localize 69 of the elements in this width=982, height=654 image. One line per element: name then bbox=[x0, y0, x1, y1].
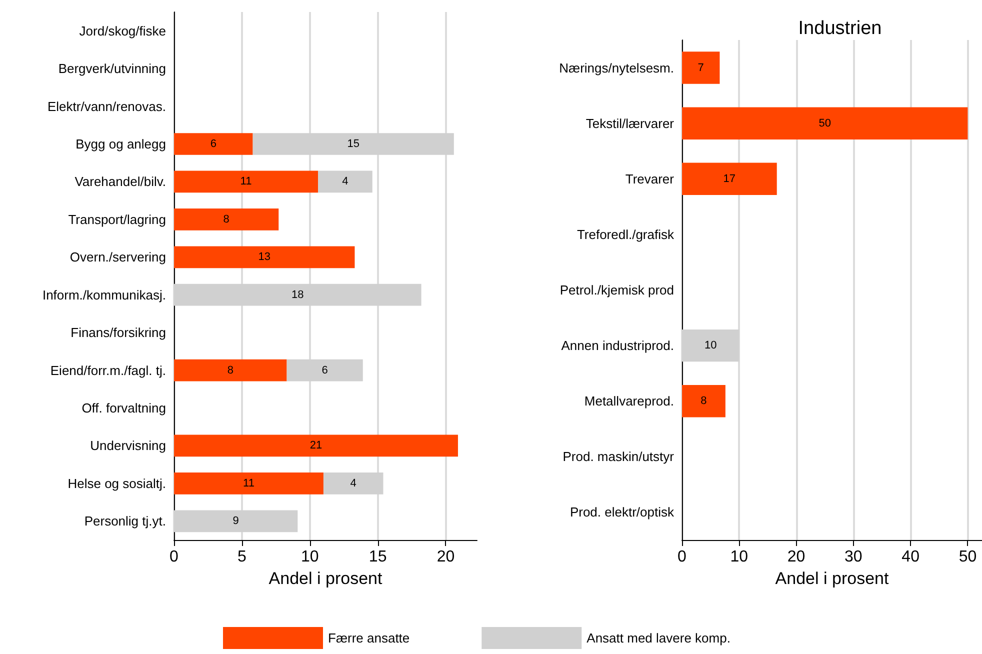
bar bbox=[682, 385, 726, 418]
y-tick-label: Trevarer bbox=[625, 171, 675, 186]
text: Færre ansatte bbox=[328, 630, 410, 646]
data-label: 17 bbox=[723, 172, 736, 185]
y-tick-label: Annen industriprod. bbox=[561, 338, 674, 354]
x-tick-label: 15 bbox=[368, 548, 387, 566]
data-label: 8 bbox=[227, 364, 234, 376]
bar bbox=[174, 133, 253, 155]
y-tick-label: Inform./kommunikasj. bbox=[42, 287, 166, 302]
chart-title: Industrien bbox=[798, 18, 882, 39]
data-label: 50 bbox=[818, 117, 831, 130]
bar bbox=[174, 246, 355, 268]
y-tick-label: Prod. maskin/utstyr bbox=[562, 449, 675, 464]
y-tick-label: Tekstil/lærvarer bbox=[586, 116, 675, 131]
data-label: 4 bbox=[342, 176, 348, 188]
y-tick-label: Finans/forsikring bbox=[70, 325, 166, 340]
data-label: 6 bbox=[210, 138, 216, 150]
x-tick-label: 30 bbox=[844, 548, 862, 566]
bar bbox=[682, 52, 720, 84]
y-tick-label: Personlig tj.yt. bbox=[84, 514, 166, 529]
y-tick-label: Varehandel/bilv. bbox=[74, 174, 166, 190]
x-tick-label: 10 bbox=[300, 548, 319, 566]
data-label: 8 bbox=[223, 213, 230, 226]
bar bbox=[318, 170, 372, 193]
data-label: 4 bbox=[350, 477, 356, 490]
bar bbox=[174, 434, 458, 457]
bar bbox=[682, 107, 968, 140]
data-label: 7 bbox=[698, 62, 704, 74]
data-label: 10 bbox=[704, 340, 717, 352]
y-tick-label: Helse og sosialtj. bbox=[68, 476, 166, 491]
y-tick-label: Nærings/nytelsesm. bbox=[559, 60, 674, 76]
y-tick-label: Bygg og anlegg bbox=[76, 136, 166, 152]
data-label: 11 bbox=[240, 176, 252, 188]
data-label: 21 bbox=[310, 440, 322, 452]
y-tick-label: Eiend/forr.m./fagl. tj. bbox=[50, 362, 166, 378]
bar bbox=[174, 208, 279, 230]
x-axis-title: Andel i prosent bbox=[268, 568, 382, 588]
text: Ansatt med lavere komp. bbox=[586, 630, 730, 646]
y-tick-label: Elektr/vann/renovas. bbox=[47, 98, 166, 114]
x-tick-label: 20 bbox=[436, 548, 455, 566]
data-label: 6 bbox=[322, 364, 328, 376]
y-tick-label: Treforedl./grafisk bbox=[576, 226, 674, 242]
data-label: 18 bbox=[292, 288, 304, 301]
y-tick-label: Metallvareprod. bbox=[584, 394, 674, 409]
x-tick-label: 5 bbox=[237, 548, 246, 566]
x-tick-label: 10 bbox=[730, 548, 748, 566]
data-label: 13 bbox=[258, 251, 270, 264]
x-tick-label: 40 bbox=[902, 548, 920, 566]
y-tick-label: Petrol./kjemisk prod bbox=[560, 282, 674, 298]
y-tick-label: Bergverk/utvinning bbox=[58, 61, 166, 76]
x-tick-label: 0 bbox=[678, 548, 687, 566]
bar bbox=[682, 162, 777, 195]
x-axis-title: Andel i prosent bbox=[775, 568, 889, 588]
bar bbox=[174, 170, 318, 193]
bar bbox=[174, 359, 287, 382]
bar bbox=[174, 472, 324, 494]
data-label: 9 bbox=[232, 515, 239, 528]
y-tick-label: Prod. elektr/optisk bbox=[570, 504, 674, 520]
x-tick-label: 0 bbox=[170, 548, 179, 566]
data-label: 11 bbox=[243, 477, 254, 490]
y-tick-label: Undervisning bbox=[90, 438, 166, 454]
y-tick-label: Jord/skog/fiske bbox=[79, 23, 166, 38]
x-tick-label: 20 bbox=[787, 548, 806, 566]
y-tick-label: Transport/lagring bbox=[68, 212, 166, 227]
data-label: 15 bbox=[347, 138, 360, 150]
x-tick-label: 50 bbox=[958, 548, 977, 566]
y-tick-label: Off. forvaltning bbox=[82, 400, 166, 416]
data-label: 8 bbox=[700, 395, 707, 408]
y-tick-label: Overn./servering bbox=[70, 250, 166, 265]
